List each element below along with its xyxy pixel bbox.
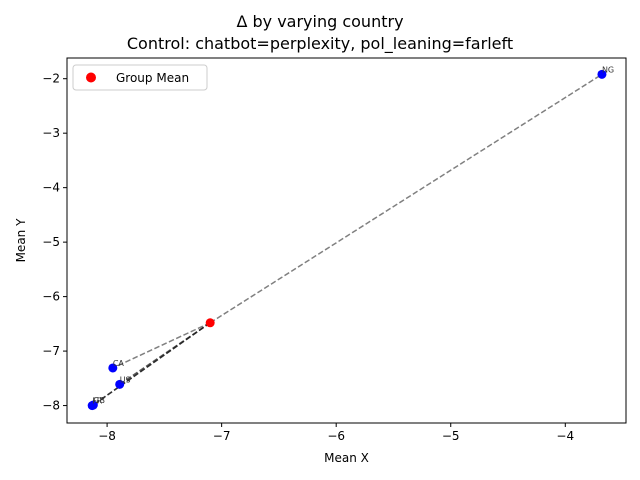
x-axis-ticks: −8 −7 −6 −5 −4 — [98, 423, 574, 443]
x-tick-label: −8 — [98, 429, 116, 443]
point-label-ca: CA — [113, 359, 125, 368]
y-tick-label: −3 — [42, 126, 60, 140]
plot-area — [66, 57, 627, 424]
y-axis-label: Mean Y — [14, 218, 28, 263]
chart-title: Δ by varying country — [236, 12, 404, 31]
x-tick-label: −4 — [556, 429, 574, 443]
y-tick-label: −5 — [42, 235, 60, 249]
point-label-ng: NG — [602, 65, 614, 74]
point-ng — [597, 69, 607, 79]
point-us — [115, 379, 125, 389]
group-mean-point — [205, 318, 215, 328]
y-axis-ticks: −8 −7 −6 −5 −4 −3 −2 — [42, 72, 67, 413]
legend: Group Mean — [72, 64, 208, 91]
x-tick-label: −5 — [442, 429, 460, 443]
y-tick-label: −7 — [42, 344, 60, 358]
y-tick-label: −4 — [42, 181, 60, 195]
legend-marker-group-mean — [86, 72, 96, 83]
point-label-gb: GB — [93, 396, 105, 405]
y-tick-label: −8 — [42, 399, 60, 413]
legend-box — [72, 64, 208, 91]
x-tick-label: −6 — [327, 429, 345, 443]
connector-line-ca — [112, 322, 211, 369]
point-ca — [108, 363, 118, 373]
connector-lines — [91, 73, 603, 407]
point-fr — [87, 401, 97, 411]
legend-label-group-mean: Group Mean — [116, 71, 189, 85]
x-tick-label: −7 — [213, 429, 231, 443]
connector-line-ng — [209, 73, 603, 324]
connector-line-fr — [91, 322, 211, 407]
y-tick-label: −6 — [42, 290, 60, 304]
y-tick-label: −2 — [42, 72, 60, 86]
chart-subtitle: Control: chatbot=perplexity, pol_leaning… — [126, 34, 514, 53]
x-axis-label: Mean X — [324, 451, 369, 465]
point-label-fr: FR — [92, 397, 103, 406]
point-label-us: US — [120, 375, 131, 384]
